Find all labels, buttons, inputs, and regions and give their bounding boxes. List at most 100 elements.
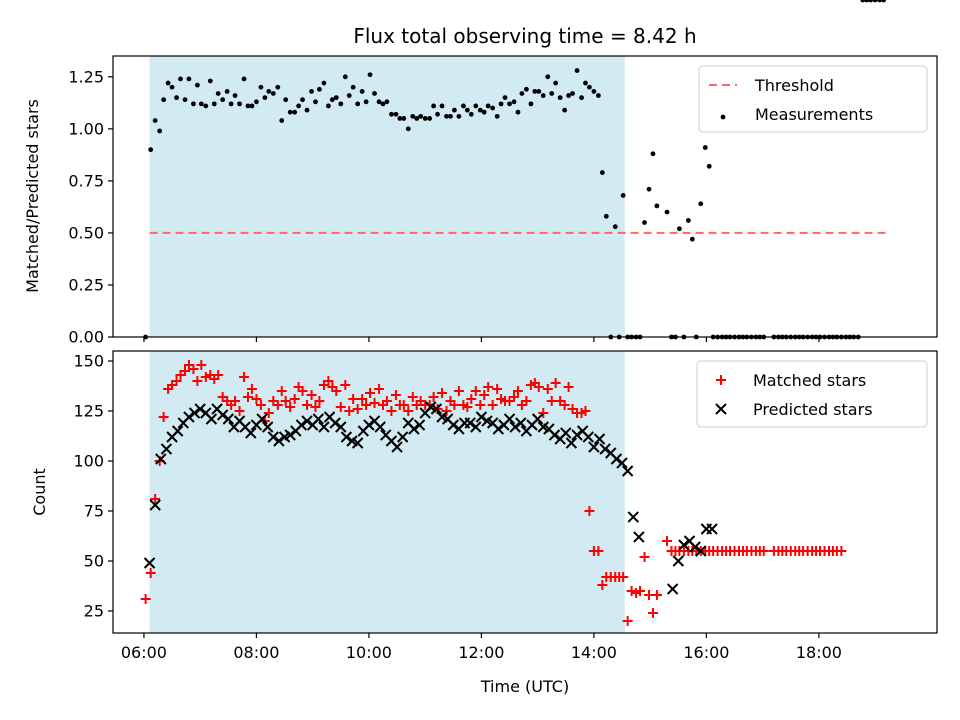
matched-star-point [230, 396, 241, 406]
measurement-point [689, 236, 695, 242]
measurement-point [148, 147, 154, 153]
measurement-point [380, 101, 386, 107]
matched-star-point [639, 552, 650, 562]
measurement-point [165, 80, 171, 86]
axes-frame [112, 350, 938, 634]
matched-star-point [280, 396, 291, 406]
predicted-star-point [672, 555, 684, 567]
predicted-star-point [160, 443, 173, 455]
predicted-star-point [706, 523, 718, 535]
predicted-star-point [447, 419, 459, 431]
measurement-point [456, 113, 462, 119]
measurement-point [321, 80, 327, 86]
measurement-point [367, 72, 373, 78]
y-tick-label: 1.00 [68, 119, 104, 138]
measurement-point [300, 97, 305, 103]
matched-star-point [441, 406, 452, 416]
measurement-point [536, 88, 542, 94]
matched-star-point [512, 386, 523, 396]
measurement-point [329, 97, 335, 103]
predicted-star-point [222, 413, 235, 425]
predicted-star-point [149, 499, 161, 511]
predicted-star-point [616, 457, 628, 469]
measurement-point [540, 93, 546, 98]
predicted-star-point [492, 423, 504, 435]
measurement-point [864, 0, 870, 3]
matched-star-point [479, 390, 490, 400]
legend-entry-label: Predicted stars [753, 400, 873, 419]
measurement-point [583, 80, 588, 86]
matched-star-point [407, 392, 418, 402]
matched-star-point [546, 396, 557, 406]
matched-star-point [390, 390, 401, 400]
matched-star-point [255, 400, 266, 410]
x-tick-label: 08:00 [233, 643, 279, 662]
measurement-point [706, 163, 712, 169]
predicted-star-point [695, 545, 707, 557]
predicted-star-point [621, 465, 634, 477]
matched-star-point [559, 400, 570, 410]
matched-star-point [242, 392, 253, 402]
measurement-point [422, 116, 428, 121]
y-tick-label: 100 [73, 452, 104, 471]
measurement-point [877, 0, 883, 3]
y-tick-label: 50 [84, 552, 104, 571]
predicted-star-point [363, 419, 375, 431]
matched-star-point [647, 608, 658, 618]
measurement-point [642, 220, 647, 225]
measurement-point [194, 82, 200, 88]
predicted-star-point [335, 421, 347, 433]
measurement-point [317, 86, 322, 92]
measurement-point [468, 111, 474, 117]
observing-window-band [149, 56, 625, 337]
measurement-point [650, 151, 656, 157]
predicted-star-point [143, 557, 156, 569]
matched-star-point [314, 396, 325, 406]
measurement-point [326, 103, 331, 109]
matched-star-point [297, 386, 308, 396]
predicted-star-point [565, 437, 578, 449]
matched-star-point [836, 546, 847, 556]
legend-box [696, 360, 928, 428]
measurement-point [287, 109, 293, 115]
predicted-star-point [627, 511, 639, 523]
predicted-star-point [666, 583, 679, 595]
measurement-point [389, 111, 394, 117]
measurement-point [309, 88, 314, 94]
measurement-point [384, 99, 390, 105]
measurement-point [228, 101, 234, 107]
predicted-star-point [284, 429, 296, 441]
y-tick-label: 1.25 [68, 67, 104, 86]
predicted-star-point [216, 409, 229, 421]
matched-star-point [171, 376, 182, 386]
matched-star-point [150, 494, 161, 504]
matched-star-point [310, 402, 321, 412]
measurement-point [566, 93, 571, 98]
matched-star-point [580, 406, 591, 416]
measurement-point [570, 91, 575, 96]
legend-entry-label: Threshold [754, 76, 834, 95]
measurement-point [490, 105, 496, 111]
predicted-star-point [183, 411, 195, 423]
predicted-star-point [256, 413, 268, 425]
measurement-point [646, 186, 652, 192]
matched-star-point [622, 616, 633, 626]
matched-star-point [521, 396, 532, 406]
measurement-point [346, 93, 352, 98]
x-tick-label: 10:00 [346, 643, 392, 662]
measurement-point [169, 84, 175, 90]
predicted-star-point [267, 431, 280, 443]
measurement-point [427, 116, 433, 121]
measurement-point [532, 88, 538, 94]
measurement-point [304, 107, 310, 113]
matched-star-point [662, 536, 673, 546]
measurement-point [191, 101, 196, 107]
y-tick-label: 75 [84, 502, 104, 521]
predicted-star-point [408, 423, 420, 435]
measurement-point [439, 103, 445, 109]
measurement-point [664, 209, 670, 215]
measurement-point [372, 91, 377, 96]
predicted-star-point [599, 443, 611, 455]
measurement-point [562, 107, 568, 113]
